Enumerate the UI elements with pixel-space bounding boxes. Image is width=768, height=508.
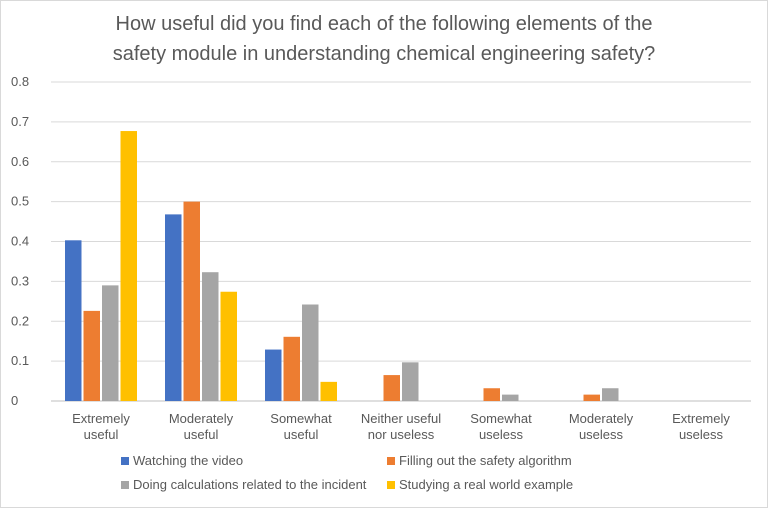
- bar: [302, 304, 319, 401]
- bar: [583, 394, 600, 401]
- chart-title-line-1: How useful did you find each of the foll…: [115, 13, 653, 35]
- x-category-label: useful: [284, 427, 319, 442]
- bar: [120, 131, 137, 401]
- legend-item: Watching the video: [121, 453, 243, 468]
- bar: [502, 394, 519, 401]
- bar: [165, 214, 182, 401]
- y-tick-label: 0: [11, 393, 18, 408]
- x-category-label: Moderately: [169, 411, 234, 426]
- x-category-label: useless: [679, 427, 724, 442]
- y-tick-label: 0.8: [11, 74, 29, 89]
- x-category-label: nor useless: [368, 427, 435, 442]
- bar: [65, 240, 82, 401]
- x-category-label: useful: [184, 427, 219, 442]
- legend-label: Filling out the safety algorithm: [399, 453, 572, 468]
- bar: [102, 285, 119, 401]
- legend-item: Studying a real world example: [387, 477, 573, 492]
- legend-label: Watching the video: [133, 453, 244, 468]
- y-tick-label: 0.1: [11, 353, 29, 368]
- y-tick-label: 0.7: [11, 114, 29, 129]
- x-category-label: Somewhat: [270, 411, 332, 426]
- x-category-label: Somewhat: [470, 411, 532, 426]
- bar: [202, 272, 219, 401]
- y-tick-label: 0.3: [11, 273, 29, 288]
- bar: [483, 388, 500, 401]
- bar: [602, 388, 619, 401]
- x-category-label: Moderately: [569, 411, 634, 426]
- y-tick-label: 0.2: [11, 313, 29, 328]
- legend-item: Doing calculations related to the incide…: [121, 477, 366, 492]
- chart-title-line-2: safety module in understanding chemical …: [112, 43, 656, 65]
- x-category-label: Neither useful: [361, 411, 441, 426]
- x-category-label: useless: [479, 427, 524, 442]
- bar: [320, 381, 337, 401]
- bar: [183, 201, 200, 401]
- y-tick-label: 0.5: [11, 194, 29, 209]
- legend-swatch: [387, 456, 395, 465]
- legend-swatch: [387, 480, 395, 489]
- y-tick-label: 0.6: [11, 154, 29, 169]
- legend-swatch: [121, 480, 129, 489]
- bar: [402, 362, 419, 401]
- x-category-label: Extremely: [672, 411, 730, 426]
- y-tick-label: 0.4: [11, 234, 29, 249]
- legend-item: Filling out the safety algorithm: [387, 453, 572, 468]
- bar: [220, 291, 237, 401]
- bar: [83, 310, 100, 401]
- chart-title: How useful did you find each of the foll…: [1, 9, 767, 69]
- bar: [283, 336, 300, 401]
- x-category-label: useless: [579, 427, 624, 442]
- x-category-label: useful: [84, 427, 119, 442]
- x-category-label: Extremely: [72, 411, 130, 426]
- bar: [265, 349, 282, 401]
- legend-label: Studying a real world example: [399, 477, 574, 492]
- legend-label: Doing calculations related to the incide…: [133, 477, 367, 492]
- legend-swatch: [121, 456, 129, 465]
- bar: [383, 375, 400, 401]
